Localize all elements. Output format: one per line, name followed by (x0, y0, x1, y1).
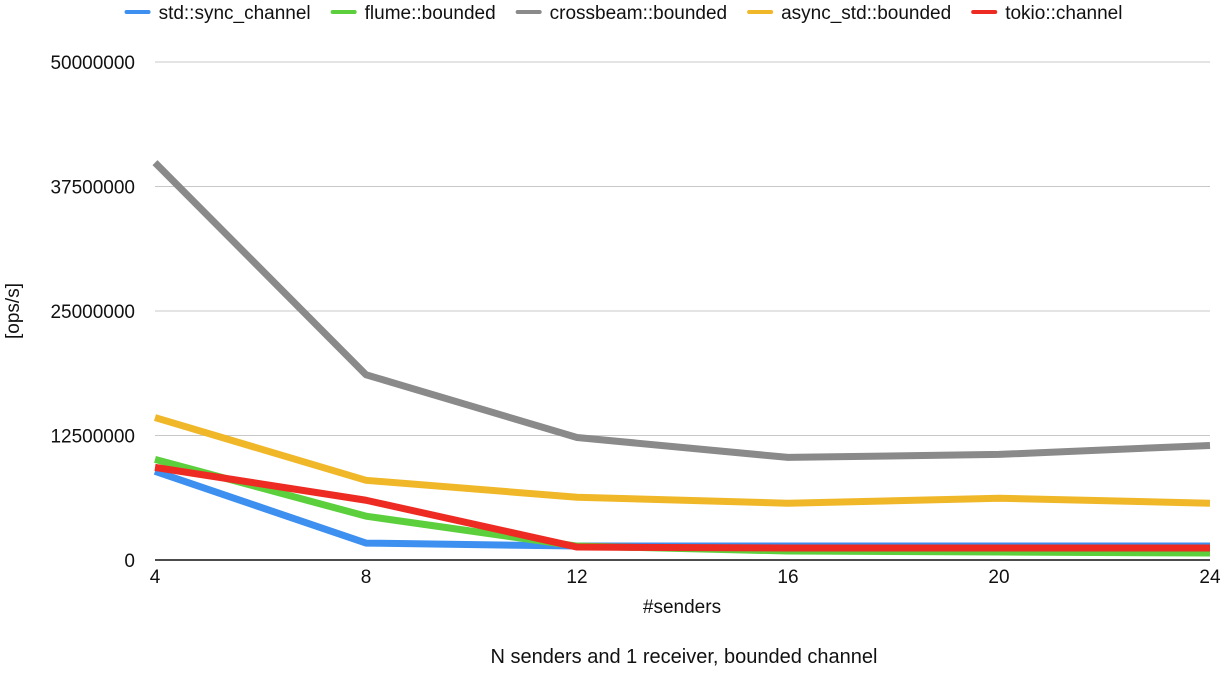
x-axis-label: #senders (643, 597, 721, 618)
y-axis-label: [ops/s] (3, 283, 24, 339)
x-tick-label: 12 (566, 567, 587, 588)
series-line (152, 160, 1211, 461)
series-line (153, 468, 1210, 550)
legend-label: tokio::channel (1005, 3, 1122, 24)
legend: std::sync_channel flume::bounded crossbeam… (124, 3, 1122, 24)
grid (155, 61, 1210, 436)
y-tick-label: 37500000 (50, 178, 135, 199)
legend-label: crossbeam::bounded (550, 3, 727, 24)
series-line (154, 414, 1211, 507)
legend-label: std::sync_channel (159, 3, 311, 24)
axes: 0 12500000 25000000 37500000 50000000 4 8 12 16 2… (50, 53, 1221, 588)
series-line (154, 456, 1211, 557)
x-tick-label: 24 (1199, 567, 1221, 588)
y-tick-label: 0 (124, 551, 135, 572)
chart-title: N senders and 1 receiver, bounded channe… (491, 646, 878, 668)
x-tick-label: 20 (988, 567, 1009, 588)
x-tick-label: 4 (150, 567, 161, 588)
series-lines (152, 160, 1211, 557)
y-tick-label: 25000000 (50, 302, 135, 323)
x-tick-label: 16 (777, 567, 798, 588)
series-line (154, 463, 1210, 552)
legend-label: flume::bounded (365, 3, 496, 24)
y-tick-label: 12500000 (50, 427, 135, 448)
y-tick-label: 50000000 (50, 53, 135, 74)
legend-label: async_std::bounded (781, 3, 951, 24)
x-tick-label: 8 (361, 567, 372, 588)
